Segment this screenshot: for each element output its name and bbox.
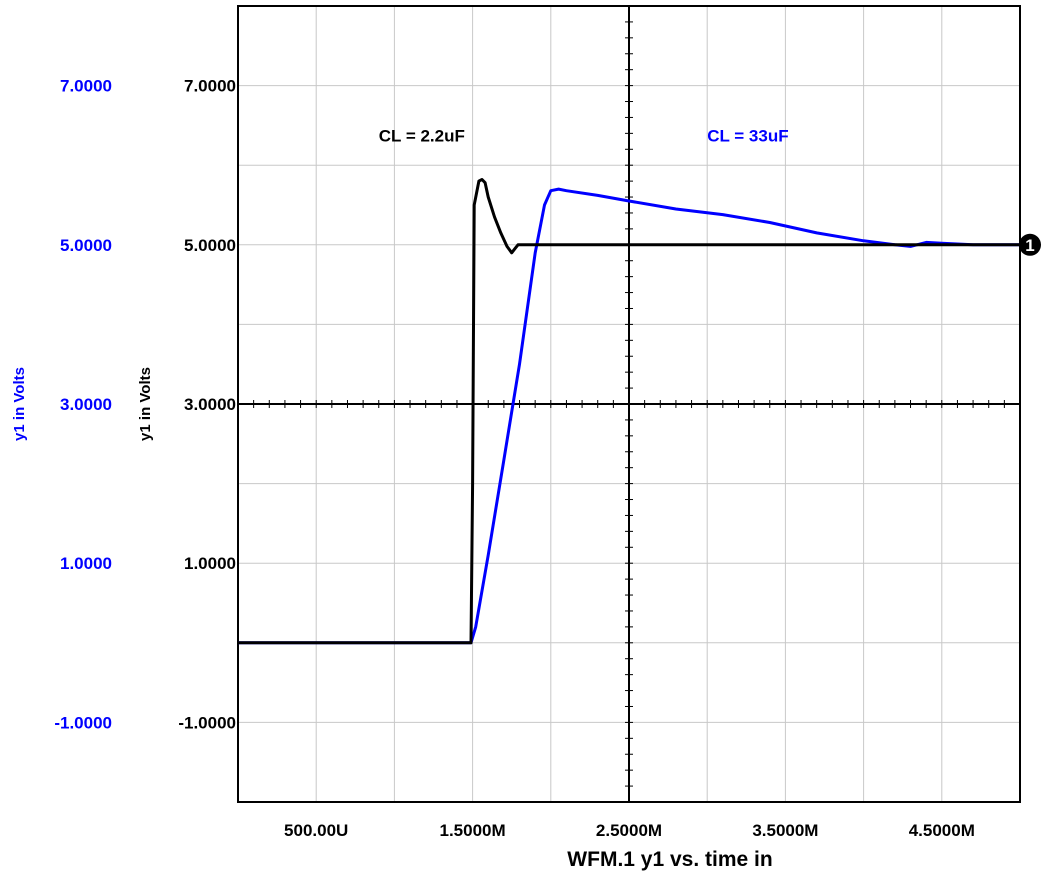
series-line-cl-2-2uf [238,178,1020,645]
x-tick-label: 500.00U [284,821,348,840]
annotations: CL = 2.2uF CL = 33uF [379,126,789,145]
trace-marker-1: 1 [1019,233,1041,256]
y-tick-label-outer: 3.0000 [60,395,112,414]
x-axis-title: WFM.1 y1 vs. time in [567,848,772,871]
x-tick-label: 2.5000M [596,821,662,840]
y-tick-label-inner: 3.0000 [184,395,236,414]
x-tick-label: 3.5000M [752,821,818,840]
y-tick-label-outer: 1.0000 [60,554,112,573]
y-tick-label-outer: 7.0000 [60,77,112,96]
series-layer [238,178,1020,645]
y-tick-label-inner: 5.0000 [184,236,236,255]
y-axis-title-inner: y1 in Volts [137,367,154,441]
annotation-label: CL = 33uF [707,126,788,145]
y-axis-title-outer: y1 in Volts [11,367,28,441]
center-axes [237,5,1021,803]
marker-badge [1019,233,1041,256]
plot-frame [237,5,1021,803]
tick-labels: -1.0000 -1.0000 1.0000 1.0000 3.0000 3.0000 5.… [54,77,975,840]
marker-label: 1 [1025,236,1034,255]
y-tick-label-outer: 5.0000 [60,236,112,255]
x-tick-label: 1.5000M [440,821,506,840]
annotation-label: CL = 2.2uF [379,126,465,145]
y-tick-label-inner: 7.0000 [184,77,236,96]
y-tick-label-inner: 1.0000 [184,554,236,573]
y-tick-label-outer: -1.0000 [54,713,112,732]
y-tick-label-inner: -1.0000 [178,713,236,732]
x-tick-label: 4.5000M [909,821,975,840]
